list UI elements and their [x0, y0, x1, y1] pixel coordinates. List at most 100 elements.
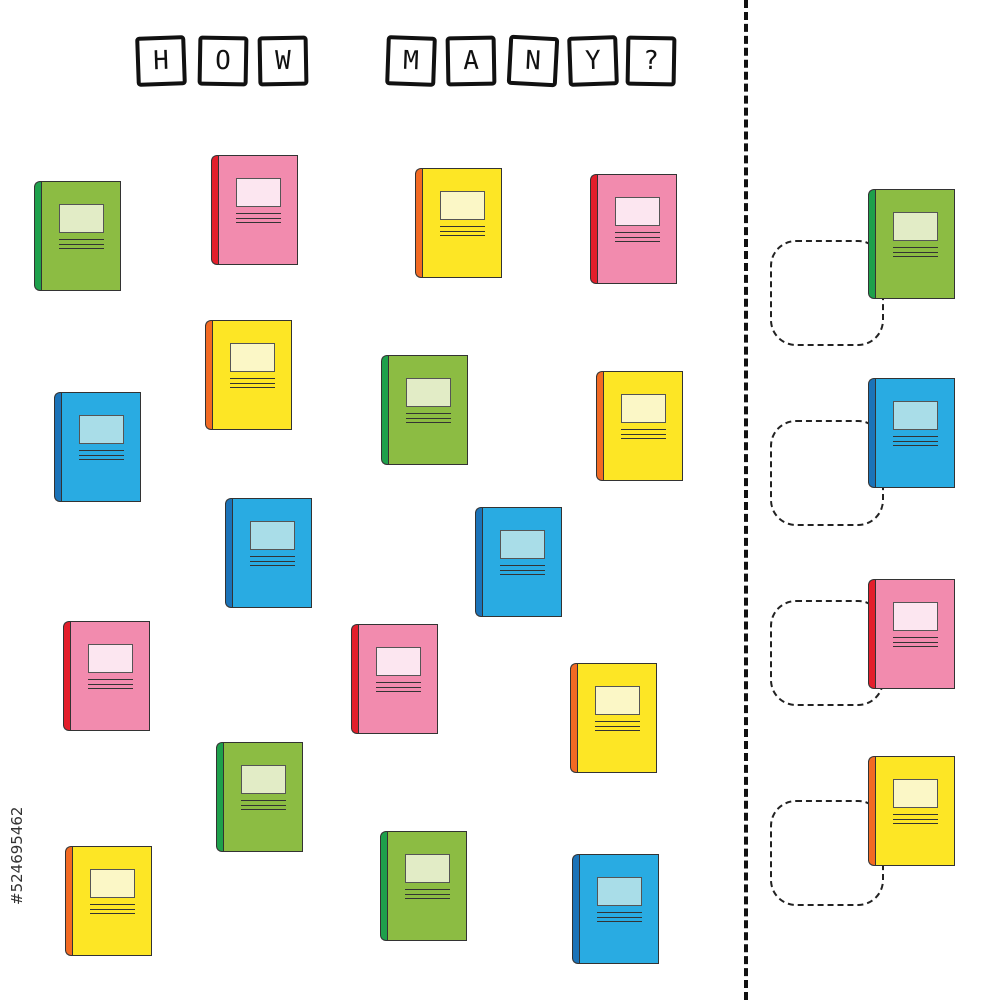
book-line	[405, 889, 451, 891]
book-line	[406, 421, 452, 423]
book-cover	[422, 168, 502, 278]
green-book-icon	[868, 189, 955, 299]
book-spine	[34, 181, 42, 291]
book-label	[893, 601, 939, 631]
stock-id-watermark: #524695462	[8, 806, 26, 905]
book-line	[893, 637, 939, 639]
book-cover	[388, 355, 468, 465]
book-line	[500, 569, 546, 571]
blue-book-icon	[868, 378, 955, 488]
title-letter-tile: A	[445, 35, 497, 87]
book-line	[597, 920, 643, 922]
book-line	[59, 243, 105, 245]
book-label	[406, 377, 452, 407]
book-line	[241, 808, 287, 810]
yellow-book-icon	[868, 756, 955, 866]
book-label	[88, 643, 134, 673]
book-line	[440, 234, 486, 236]
book-line	[595, 721, 641, 723]
book-line	[79, 458, 125, 460]
book-label	[376, 646, 422, 676]
book-line	[250, 556, 296, 558]
book-cover	[875, 579, 955, 689]
book-cover	[577, 663, 657, 773]
answer-box-yellow[interactable]	[770, 800, 884, 906]
book-line	[90, 912, 136, 914]
pink-book-icon	[868, 579, 955, 689]
title-letter-tile: O	[197, 35, 249, 87]
title-letter-tile: Y	[567, 35, 619, 87]
book-cover	[72, 846, 152, 956]
book-spine	[868, 189, 876, 299]
green-book-icon	[34, 181, 121, 291]
book-label	[236, 177, 282, 207]
book-label	[230, 342, 276, 372]
book-label	[90, 868, 136, 898]
book-cover	[70, 621, 150, 731]
title-letter-tile: W	[257, 35, 309, 87]
book-cover	[875, 756, 955, 866]
book-line	[376, 686, 422, 688]
book-cover	[875, 189, 955, 299]
book-line	[893, 436, 939, 438]
title-letter-tile: H	[135, 35, 187, 87]
answer-box-green[interactable]	[770, 240, 884, 346]
book-line	[230, 382, 276, 384]
yellow-book-icon	[596, 371, 683, 481]
book-label	[597, 876, 643, 906]
book-spine	[570, 663, 578, 773]
book-line	[615, 236, 661, 238]
book-line	[230, 378, 276, 380]
book-line	[893, 814, 939, 816]
book-line	[376, 682, 422, 684]
book-spine	[868, 756, 876, 866]
book-cover	[212, 320, 292, 430]
title-letter-tile: ?	[625, 35, 677, 87]
pink-book-icon	[590, 174, 677, 284]
book-line	[893, 818, 939, 820]
book-spine	[211, 155, 219, 265]
pink-book-icon	[63, 621, 150, 731]
book-spine	[216, 742, 224, 852]
pink-book-icon	[211, 155, 298, 265]
blue-book-icon	[475, 507, 562, 617]
book-line	[230, 386, 276, 388]
book-label	[405, 853, 451, 883]
book-line	[236, 217, 282, 219]
book-line	[893, 440, 939, 442]
answer-box-blue[interactable]	[770, 420, 884, 526]
answer-box-pink[interactable]	[770, 600, 884, 706]
book-cover	[218, 155, 298, 265]
book-line	[621, 429, 667, 431]
green-book-icon	[381, 355, 468, 465]
book-line	[79, 450, 125, 452]
book-spine	[54, 392, 62, 502]
book-line	[59, 247, 105, 249]
dashed-divider	[744, 0, 748, 1000]
book-cover	[61, 392, 141, 502]
book-line	[621, 437, 667, 439]
book-line	[236, 213, 282, 215]
yellow-book-icon	[205, 320, 292, 430]
blue-book-icon	[572, 854, 659, 964]
book-cover	[597, 174, 677, 284]
book-line	[615, 240, 661, 242]
book-cover	[232, 498, 312, 608]
book-cover	[875, 378, 955, 488]
book-line	[90, 908, 136, 910]
book-line	[236, 221, 282, 223]
book-line	[500, 573, 546, 575]
book-spine	[351, 624, 359, 734]
book-line	[405, 897, 451, 899]
book-spine	[415, 168, 423, 278]
book-line	[241, 800, 287, 802]
blue-book-icon	[54, 392, 141, 502]
book-line	[893, 247, 939, 249]
book-line	[500, 565, 546, 567]
book-line	[597, 916, 643, 918]
book-label	[440, 190, 486, 220]
book-spine	[381, 355, 389, 465]
book-line	[597, 912, 643, 914]
green-book-icon	[380, 831, 467, 941]
book-line	[440, 226, 486, 228]
